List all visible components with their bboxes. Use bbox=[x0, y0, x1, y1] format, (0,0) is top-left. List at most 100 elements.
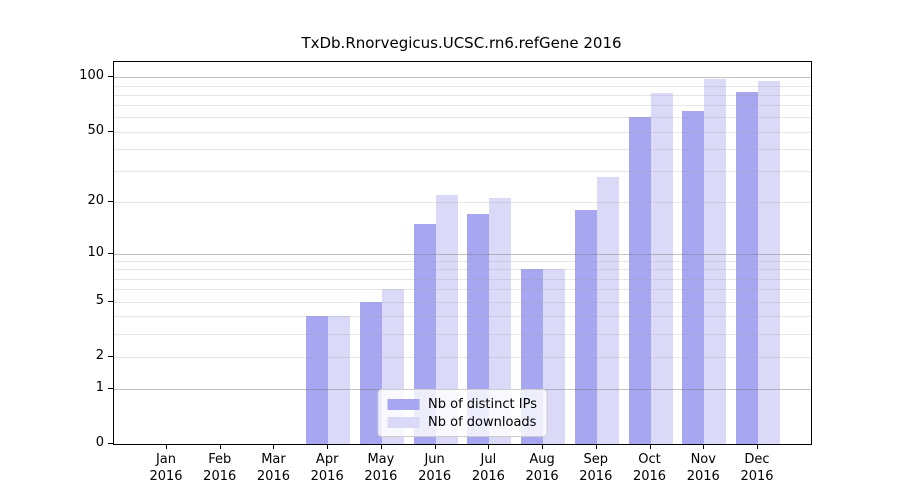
y-tick-mark-0 bbox=[108, 443, 113, 444]
x-tick-month: Apr bbox=[315, 452, 339, 467]
gridline-7 bbox=[114, 278, 811, 280]
bar-ips-may bbox=[359, 301, 382, 444]
x-tick-year: 2016 bbox=[740, 469, 774, 484]
bar-ips-dec bbox=[735, 92, 758, 444]
y-tick-label-50: 50 bbox=[87, 122, 104, 138]
legend-swatch-ips-icon bbox=[387, 398, 420, 410]
legend-item-distinct-ips: Nb of distinct IPs bbox=[387, 395, 537, 413]
x-tick-label-feb: Feb 2016 bbox=[188, 451, 252, 485]
y-tick-mark-20 bbox=[108, 201, 113, 203]
bar-downloads-sep bbox=[596, 176, 619, 444]
x-tick-mark-oct bbox=[649, 444, 651, 449]
gridline-100 bbox=[114, 77, 811, 79]
x-tick-month: Jul bbox=[480, 452, 497, 467]
legend-item-downloads: Nb of downloads bbox=[387, 413, 537, 431]
x-tick-year: 2016 bbox=[471, 469, 505, 484]
bar-downloads-dec bbox=[757, 81, 780, 444]
legend: Nb of distinct IPs Nb of downloads bbox=[377, 389, 548, 437]
gridline-30 bbox=[114, 171, 811, 173]
bar-ips-jul bbox=[467, 214, 490, 444]
x-tick-label-sep: Sep 2016 bbox=[564, 451, 628, 485]
x-tick-month: Feb bbox=[208, 452, 232, 467]
x-tick-label-oct: Oct 2016 bbox=[618, 451, 682, 485]
gridline-2 bbox=[114, 356, 811, 358]
bar-downloads-oct bbox=[650, 93, 673, 444]
gridline-80 bbox=[114, 94, 811, 96]
bar-ips-sep bbox=[574, 210, 597, 444]
x-tick-mark-jun bbox=[434, 444, 436, 449]
x-tick-label-jul: Jul 2016 bbox=[456, 451, 520, 485]
x-tick-year: 2016 bbox=[579, 469, 613, 484]
x-tick-mark-aug bbox=[542, 444, 544, 449]
y-tick-mark-2 bbox=[108, 355, 113, 357]
x-tick-mark-jan bbox=[166, 444, 167, 449]
x-tick-month: Aug bbox=[529, 452, 555, 467]
gridline-8 bbox=[114, 269, 811, 271]
x-tick-month: Sep bbox=[583, 452, 609, 467]
x-tick-year: 2016 bbox=[632, 469, 667, 484]
x-tick-mark-nov bbox=[703, 444, 705, 449]
x-tick-mark-sep bbox=[595, 444, 597, 449]
legend-swatch-downloads-icon bbox=[387, 416, 420, 428]
y-tick-mark-1 bbox=[108, 387, 113, 389]
gridline-10 bbox=[114, 253, 811, 255]
x-tick-year: 2016 bbox=[203, 469, 237, 484]
x-tick-month: Nov bbox=[690, 452, 716, 467]
x-tick-year: 2016 bbox=[525, 469, 559, 484]
x-tick-month: Oct bbox=[638, 452, 661, 467]
x-tick-year: 2016 bbox=[686, 469, 720, 484]
gridline-9 bbox=[114, 261, 811, 263]
x-tick-mark-mar bbox=[273, 444, 275, 449]
bar-downloads-apr bbox=[328, 316, 351, 444]
y-tick-label-100: 100 bbox=[79, 68, 104, 84]
x-tick-mark-feb bbox=[219, 444, 221, 449]
y-tick-mark-100 bbox=[108, 76, 113, 78]
x-tick-label-jan: Jan 2016 bbox=[134, 451, 198, 485]
gridline-4 bbox=[114, 316, 811, 318]
x-tick-mark-dec bbox=[756, 444, 758, 449]
bar-ips-nov bbox=[682, 111, 705, 444]
x-tick-year: 2016 bbox=[149, 469, 183, 484]
gridline-90 bbox=[114, 85, 811, 87]
gridline-6 bbox=[114, 289, 811, 291]
bar-ips-apr bbox=[306, 316, 329, 444]
x-tick-month: Jan bbox=[155, 452, 177, 467]
chart-title: TxDb.Rnorvegicus.UCSC.rn6.refGene 2016 bbox=[301, 34, 622, 52]
y-tick-mark-50 bbox=[108, 130, 113, 132]
x-tick-mark-jul bbox=[488, 444, 490, 449]
y-tick-mark-5 bbox=[108, 300, 113, 302]
gridline-5 bbox=[114, 301, 811, 303]
bar-downloads-nov bbox=[704, 78, 727, 444]
plot-area: Nb of distinct IPs Nb of downloads bbox=[113, 61, 812, 445]
x-tick-month: May bbox=[367, 452, 395, 467]
y-tick-mark-10 bbox=[108, 252, 113, 254]
x-tick-label-dec: Dec 2016 bbox=[725, 451, 789, 485]
y-tick-label-2: 2 bbox=[95, 347, 104, 363]
x-tick-label-may: May 2016 bbox=[349, 451, 413, 485]
gridline-20 bbox=[114, 202, 811, 204]
x-tick-year: 2016 bbox=[364, 469, 398, 484]
x-tick-month: Jun bbox=[424, 452, 445, 467]
gridline-70 bbox=[114, 105, 811, 107]
x-tick-mark-apr bbox=[327, 444, 329, 449]
x-tick-label-mar: Mar 2016 bbox=[241, 451, 305, 485]
x-tick-year: 2016 bbox=[310, 469, 344, 484]
x-tick-mark-may bbox=[380, 444, 382, 449]
bar-downloads-aug bbox=[543, 269, 566, 444]
y-tick-label-5: 5 bbox=[95, 292, 104, 308]
gridline-3 bbox=[114, 333, 811, 335]
legend-label-downloads: Nb of downloads bbox=[428, 414, 537, 430]
gridline-60 bbox=[114, 117, 811, 119]
bar-downloads-jul bbox=[489, 198, 512, 444]
y-tick-label-10: 10 bbox=[87, 244, 104, 260]
x-tick-label-aug: Aug 2016 bbox=[510, 451, 574, 485]
x-tick-label-nov: Nov 2016 bbox=[671, 451, 735, 485]
x-tick-year: 2016 bbox=[256, 469, 290, 484]
bar-downloads-jun bbox=[435, 194, 458, 444]
x-tick-label-jun: Jun 2016 bbox=[403, 451, 467, 485]
y-tick-label-20: 20 bbox=[87, 193, 104, 209]
bar-ips-oct bbox=[628, 117, 651, 444]
x-tick-month: Mar bbox=[261, 452, 286, 467]
y-tick-label-1: 1 bbox=[95, 379, 104, 395]
